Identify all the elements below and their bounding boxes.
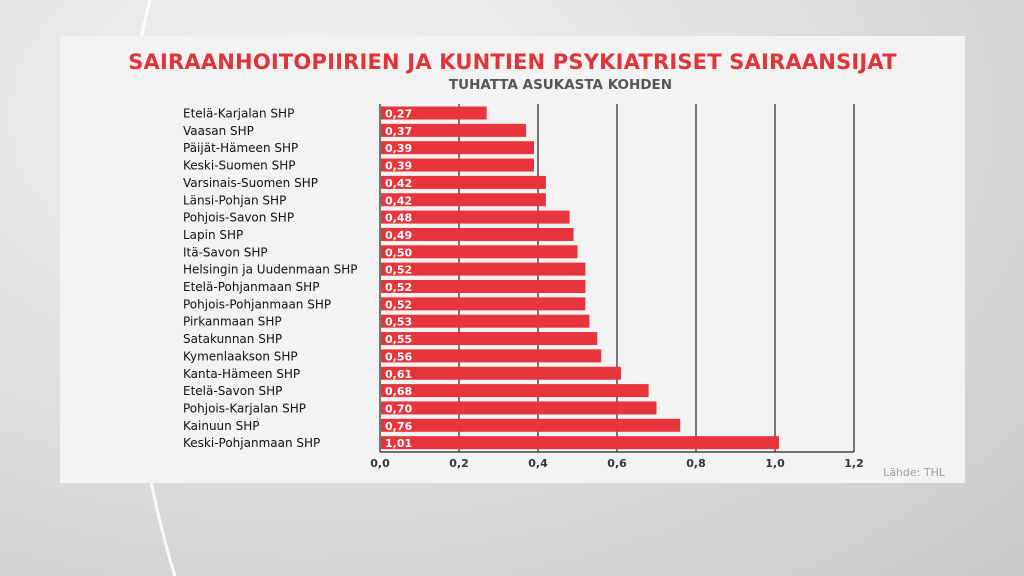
bar bbox=[381, 106, 487, 120]
bar bbox=[381, 123, 527, 137]
bar bbox=[381, 141, 535, 155]
category-label: Etelä-Pohjanmaan SHP bbox=[183, 280, 319, 294]
x-tick-label: 0,6 bbox=[607, 457, 627, 470]
category-label: Etelä-Savon SHP bbox=[183, 384, 282, 398]
bar bbox=[381, 193, 546, 207]
category-label: Pohjois-Pohjanmaan SHP bbox=[183, 297, 331, 311]
category-label: Pohjois-Savon SHP bbox=[183, 211, 294, 225]
source-note: Lähde: THL bbox=[883, 466, 945, 479]
data-label: 0,49 bbox=[385, 229, 412, 242]
bar bbox=[381, 314, 590, 328]
category-label: Lapin SHP bbox=[183, 228, 243, 242]
category-label: Kainuun SHP bbox=[183, 419, 259, 433]
category-label: Kanta-Hämeen SHP bbox=[183, 367, 300, 381]
data-label: 0,56 bbox=[385, 350, 412, 363]
data-label: 0,53 bbox=[385, 316, 412, 329]
bar bbox=[381, 332, 598, 346]
data-label: 0,37 bbox=[385, 125, 412, 138]
bar bbox=[381, 227, 574, 241]
bar bbox=[381, 401, 657, 415]
bar bbox=[381, 366, 621, 380]
bar bbox=[381, 349, 602, 363]
bar bbox=[381, 175, 546, 189]
x-tick-label: 0,0 bbox=[370, 457, 390, 470]
x-tick-label: 1,0 bbox=[765, 457, 785, 470]
category-label: Keski-Pohjanmaan SHP bbox=[183, 436, 320, 450]
data-label: 0,52 bbox=[385, 298, 412, 311]
chart-subtitle: TUHATTA ASUKASTA KOHDEN bbox=[448, 77, 673, 93]
x-tick-label: 0,4 bbox=[528, 457, 548, 470]
data-label: 0,76 bbox=[385, 420, 412, 433]
bar bbox=[381, 384, 649, 398]
chart-title: SAIRAANHOITOPIIRIEN JA KUNTIEN PSYKIATRI… bbox=[128, 50, 897, 74]
category-label: Päijät-Hämeen SHP bbox=[183, 141, 298, 155]
category-label: Vaasan SHP bbox=[183, 124, 254, 138]
bar bbox=[381, 418, 681, 432]
bar bbox=[381, 245, 578, 259]
data-label: 0,55 bbox=[385, 333, 412, 346]
data-label: 0,52 bbox=[385, 264, 412, 277]
data-label: 0,70 bbox=[385, 402, 412, 415]
data-label: 0,61 bbox=[385, 368, 412, 381]
data-label: 0,50 bbox=[385, 246, 412, 259]
data-label: 1,01 bbox=[385, 437, 412, 450]
data-label: 0,68 bbox=[385, 385, 412, 398]
data-label: 0,52 bbox=[385, 281, 412, 294]
bar bbox=[381, 210, 570, 224]
bar bbox=[381, 158, 535, 172]
category-label: Pohjois-Karjalan SHP bbox=[183, 401, 306, 415]
category-label: Länsi-Pohjan SHP bbox=[183, 193, 286, 207]
category-label: Kymenlaakson SHP bbox=[183, 349, 298, 363]
category-label: Varsinais-Suomen SHP bbox=[183, 176, 318, 190]
bar bbox=[381, 262, 586, 276]
category-label: Keski-Suomen SHP bbox=[183, 159, 295, 173]
bar bbox=[381, 436, 779, 450]
data-label: 0,27 bbox=[385, 108, 412, 121]
x-tick-label: 0,8 bbox=[686, 457, 706, 470]
category-label: Itä-Savon SHP bbox=[183, 245, 268, 259]
data-label: 0,42 bbox=[385, 194, 412, 207]
data-label: 0,39 bbox=[385, 160, 412, 173]
data-label: 0,42 bbox=[385, 177, 412, 190]
data-label: 0,48 bbox=[385, 212, 412, 225]
category-label: Satakunnan SHP bbox=[183, 332, 282, 346]
x-tick-label: 1,2 bbox=[844, 457, 864, 470]
data-label: 0,39 bbox=[385, 142, 412, 155]
x-tick-label: 0,2 bbox=[449, 457, 469, 470]
chart-panel: SAIRAANHOITOPIIRIEN JA KUNTIEN PSYKIATRI… bbox=[60, 36, 965, 483]
bar bbox=[381, 297, 586, 311]
category-label: Helsingin ja Uudenmaan SHP bbox=[183, 263, 358, 277]
category-label: Pirkanmaan SHP bbox=[183, 315, 282, 329]
bar bbox=[381, 280, 586, 293]
category-label: Etelä-Karjalan SHP bbox=[183, 107, 294, 121]
